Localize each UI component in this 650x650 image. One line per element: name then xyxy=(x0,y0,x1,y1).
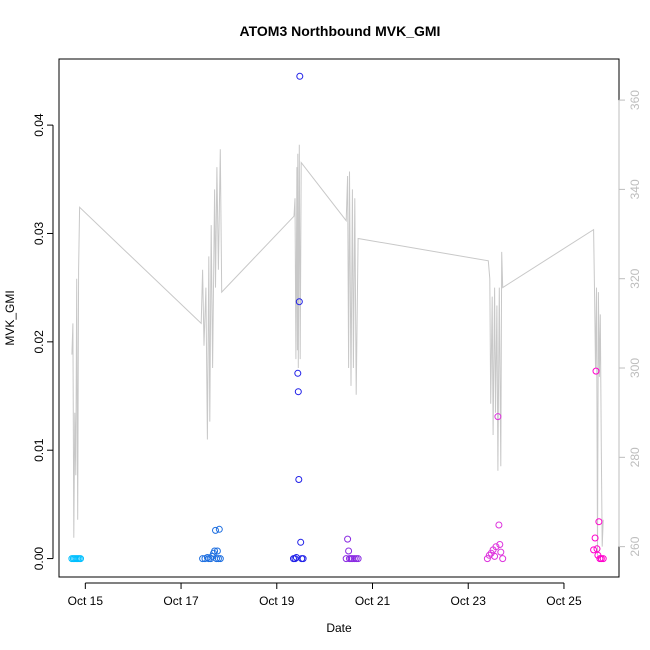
data-point xyxy=(215,525,223,533)
data-point xyxy=(296,72,304,80)
data-point xyxy=(352,555,360,563)
data-point xyxy=(299,555,307,563)
y-tick-label: 0.02 xyxy=(32,330,46,354)
y-axis-label: MVK_GMI xyxy=(3,290,17,345)
data-point xyxy=(592,367,600,375)
y2-tick-label: 280 xyxy=(628,447,642,467)
data-point xyxy=(494,413,502,421)
y2-tick-label: 260 xyxy=(628,536,642,556)
series-line xyxy=(71,144,604,556)
y2-tick-label: 320 xyxy=(628,268,642,288)
x-tick-label: Oct 23 xyxy=(451,594,487,608)
data-point xyxy=(599,555,607,563)
data-point xyxy=(492,543,500,551)
chart-title: ATOM3 Northbound MVK_GMI xyxy=(240,23,441,39)
data-point xyxy=(595,518,603,526)
data-point xyxy=(485,551,493,559)
data-point xyxy=(354,555,362,563)
right-axis-series-line xyxy=(71,144,604,556)
x-axis-label: Date xyxy=(326,621,352,635)
data-point xyxy=(593,545,601,553)
data-point xyxy=(590,546,598,554)
y2-tick-label: 340 xyxy=(628,179,642,199)
data-point xyxy=(216,555,224,563)
data-point xyxy=(344,535,352,543)
data-point xyxy=(495,521,503,529)
x-tick-label: Oct 19 xyxy=(259,594,295,608)
data-point xyxy=(591,534,599,542)
plot-area xyxy=(58,58,620,578)
data-point xyxy=(203,554,211,561)
y-tick-label: 0.03 xyxy=(32,221,46,245)
data-point xyxy=(294,388,302,396)
x-tick-label: Oct 21 xyxy=(355,594,391,608)
y2-tick-label: 300 xyxy=(628,358,642,378)
data-point xyxy=(77,555,84,563)
data-point xyxy=(213,547,221,555)
data-point xyxy=(297,538,305,546)
y-tick-label: 0.04 xyxy=(32,113,46,137)
axes: Oct 15 Oct 17 Oct 19 Oct 21 Oct 23 Oct 25 0.00… xyxy=(32,90,642,608)
data-point xyxy=(597,555,605,563)
data-point xyxy=(295,476,303,483)
data-point xyxy=(292,554,300,561)
data-point xyxy=(491,552,499,560)
data-point xyxy=(497,548,505,556)
scatter-points xyxy=(68,72,607,563)
data-point xyxy=(496,541,504,548)
data-point xyxy=(211,547,219,555)
y2-tick-label: 360 xyxy=(628,90,642,110)
x-tick-label: Oct 15 xyxy=(68,594,104,608)
data-point xyxy=(213,555,220,563)
data-point xyxy=(345,547,353,555)
x-tick-label: Oct 25 xyxy=(546,594,582,608)
data-point xyxy=(212,526,219,534)
data-point xyxy=(294,369,302,377)
data-point xyxy=(295,298,303,306)
data-point xyxy=(214,555,222,563)
y-tick-label: 0.00 xyxy=(32,547,46,571)
data-point xyxy=(291,555,299,563)
data-point xyxy=(499,555,507,563)
y-tick-label: 0.01 xyxy=(32,438,46,462)
x-tick-label: Oct 17 xyxy=(163,594,199,608)
data-point xyxy=(350,555,358,563)
